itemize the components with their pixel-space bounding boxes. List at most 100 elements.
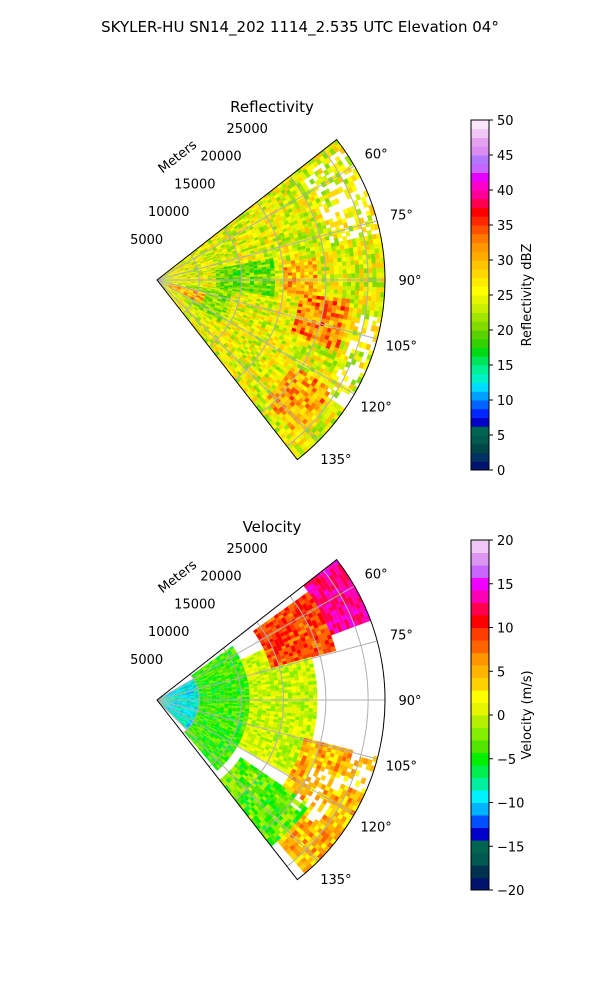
field-cell [201, 303, 206, 308]
field-cell [193, 320, 198, 325]
field-cell [187, 721, 192, 725]
field-cell [176, 715, 181, 719]
field-cell [196, 684, 202, 688]
field-cell [345, 256, 351, 263]
field-cell [346, 286, 352, 292]
field-cell [183, 300, 188, 304]
field-cell [257, 390, 264, 397]
field-cell [235, 236, 241, 241]
field-cell [252, 384, 259, 391]
field-cell [209, 251, 215, 255]
field-cell [164, 703, 169, 706]
field-cell [160, 702, 164, 706]
field-cell [203, 240, 208, 245]
field-cell [182, 282, 187, 284]
field-cell [250, 392, 257, 398]
field-cell [173, 712, 178, 716]
field-cell [346, 273, 352, 279]
field-cell [177, 695, 183, 698]
field-cell [220, 311, 226, 315]
field-cell [270, 276, 276, 280]
field-cell [187, 293, 192, 297]
field-cell [359, 273, 364, 279]
field-cell [367, 272, 373, 279]
field-cell [191, 303, 196, 308]
field-cell [236, 273, 242, 277]
field-cell [225, 352, 231, 358]
field-cell [197, 688, 203, 691]
field-cell [178, 719, 183, 723]
field-cell [246, 373, 252, 380]
field-cell [227, 331, 233, 337]
field-cell [193, 257, 199, 261]
field-cell [226, 296, 232, 300]
field-cell [220, 326, 226, 331]
field-cell [163, 704, 168, 708]
field-cell [172, 285, 177, 288]
field-cell [218, 263, 223, 266]
field-cell [338, 265, 343, 271]
colorbar-swatch [471, 347, 489, 357]
field-cell [320, 263, 326, 269]
field-cell [377, 242, 383, 250]
field-cell [325, 270, 331, 276]
field-cell [201, 317, 206, 322]
field-cell [173, 704, 178, 707]
field-cell [198, 285, 204, 287]
field-cell [352, 246, 358, 253]
field-cell [203, 257, 208, 261]
field-cell [226, 222, 232, 228]
field-cell [185, 310, 190, 315]
field-cell [165, 289, 169, 293]
field-cell [249, 236, 255, 241]
field-cell [164, 695, 169, 698]
field-cell [189, 706, 195, 709]
field-cell [232, 325, 237, 330]
field-cell [172, 294, 176, 298]
field-cell [228, 280, 233, 283]
field-cell [165, 697, 170, 699]
field-cell [168, 284, 173, 288]
field-cell [189, 268, 194, 272]
field-cell [224, 274, 229, 277]
field-cell [234, 320, 240, 325]
field-cell [182, 281, 187, 284]
field-cell [316, 201, 323, 208]
field-cell [219, 321, 225, 326]
field-cell [205, 293, 210, 297]
field-cell [215, 311, 221, 316]
field-cell [198, 286, 203, 289]
field-cell [200, 262, 205, 265]
field-cell [185, 724, 190, 728]
field-cell [360, 309, 367, 316]
field-cell [209, 327, 214, 333]
field-cell [245, 327, 251, 333]
field-cell [163, 284, 168, 288]
field-cell [229, 300, 235, 304]
field-cell [203, 307, 208, 312]
field-cell [367, 291, 373, 298]
field-cell [270, 203, 276, 210]
field-cell [185, 286, 191, 288]
field-cell [182, 721, 186, 726]
field-cell [345, 192, 352, 200]
field-cell [222, 295, 227, 299]
field-cell [198, 691, 203, 694]
field-cell [184, 709, 190, 712]
field-cell [175, 296, 180, 301]
field-cell [175, 717, 179, 721]
field-cell [216, 319, 221, 324]
field-cell [176, 706, 182, 709]
field-cell [170, 709, 175, 713]
field-cell [278, 264, 284, 269]
field-cell [179, 298, 184, 303]
field-cell [252, 224, 258, 229]
field-cell [218, 305, 224, 309]
field-cell [291, 266, 296, 271]
field-cell [206, 287, 212, 290]
field-cell [240, 220, 246, 226]
field-cell [321, 281, 326, 287]
field-cell [252, 389, 259, 396]
field-cell [187, 302, 192, 306]
field-cell [210, 303, 216, 307]
